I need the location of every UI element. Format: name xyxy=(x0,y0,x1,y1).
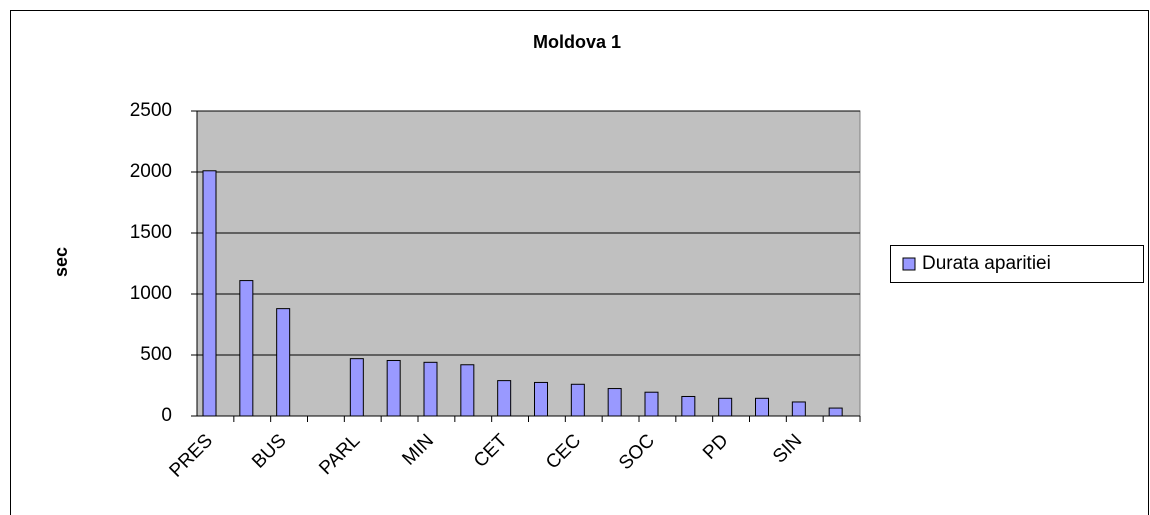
y-axis-label: sec xyxy=(51,247,71,277)
bar xyxy=(349,358,364,417)
bar xyxy=(644,391,659,417)
bar xyxy=(386,359,401,417)
bar xyxy=(202,170,217,417)
y-tick-label: 1500 xyxy=(130,222,172,243)
bar xyxy=(239,280,254,417)
y-tick-label: 2000 xyxy=(130,161,172,182)
y-tick-label: 0 xyxy=(161,405,172,426)
bar xyxy=(828,407,843,417)
bar xyxy=(460,364,475,417)
bar xyxy=(497,380,512,417)
bar xyxy=(570,383,585,417)
legend-swatch xyxy=(902,257,916,271)
bar xyxy=(276,308,291,417)
y-tick-label: 1000 xyxy=(130,283,172,304)
bar xyxy=(718,397,733,417)
legend: Durata aparitiei xyxy=(890,245,1144,283)
bar xyxy=(423,361,438,417)
legend-box xyxy=(890,245,1144,283)
bar xyxy=(755,397,769,417)
bar xyxy=(791,401,806,417)
bar xyxy=(607,388,622,417)
plot-area xyxy=(196,110,861,417)
bar xyxy=(681,395,696,417)
chart-title: Moldova 1 xyxy=(533,32,621,52)
y-tick-label: 2500 xyxy=(130,100,172,121)
y-tick-label: 500 xyxy=(140,344,172,365)
legend-label: Durata aparitiei xyxy=(922,253,1051,274)
bar xyxy=(534,381,548,417)
